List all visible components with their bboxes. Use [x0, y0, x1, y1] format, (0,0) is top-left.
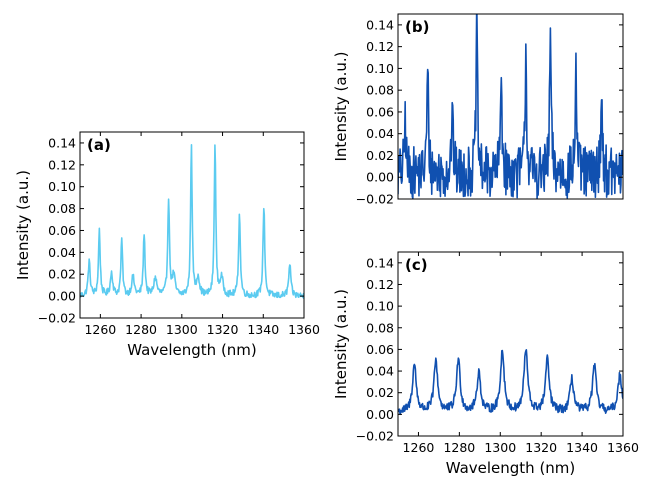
x-tick-label: 1280 — [125, 322, 157, 337]
y-tick-label: 0.02 — [366, 148, 394, 163]
y-tick-label: 0.00 — [366, 407, 394, 422]
y-tick-label: 0.04 — [366, 126, 394, 141]
x-tick-label: 1280 — [443, 440, 475, 455]
y-tick-label: 0.12 — [366, 277, 394, 292]
y-tick-label: 0.06 — [366, 104, 394, 119]
x-tick-label: 1260 — [84, 322, 116, 337]
y-tick-label: 0.06 — [366, 342, 394, 357]
y-tick-label: 0.02 — [366, 385, 394, 400]
y-tick-label: 0.02 — [48, 267, 76, 282]
y-tick-label: 0.04 — [48, 245, 76, 260]
x-tick-label: 1320 — [207, 322, 239, 337]
y-axis-label: Intensity (a.u.) — [14, 170, 32, 280]
axes-frame-c — [397, 251, 624, 437]
y-tick-label: 0.12 — [48, 157, 76, 172]
y-tick-label: 0.12 — [366, 39, 394, 54]
y-tick-label: −0.02 — [38, 311, 76, 326]
y-tick-label: 0.04 — [366, 364, 394, 379]
y-tick-label: −0.02 — [356, 429, 394, 444]
spectrum-line-a — [80, 144, 304, 299]
y-axis-label: Intensity (a.u.) — [332, 289, 350, 399]
y-tick-label: −0.02 — [356, 192, 394, 207]
x-tick-label: 1360 — [607, 440, 639, 455]
x-tick-label: 1260 — [403, 440, 435, 455]
x-tick-label: 1320 — [525, 440, 557, 455]
panel-c: −0.02 0.00 0.02 0.04 0.06 0.08 0.10 0.12 0.14 126… — [332, 251, 639, 477]
y-tick-label: 0.14 — [366, 255, 394, 270]
y-axis-label: Intensity (a.u.) — [332, 52, 350, 162]
x-tick-label: 1340 — [247, 322, 279, 337]
y-tick-label: 0.10 — [366, 299, 394, 314]
y-tick-label: 0.14 — [48, 135, 76, 150]
panel-label: (a) — [87, 136, 111, 154]
y-tick-label: 0.00 — [366, 170, 394, 185]
axes-frame-b — [397, 13, 624, 200]
spectrum-line-c — [398, 349, 623, 416]
y-tick-label: 0.06 — [48, 223, 76, 238]
x-tick-label: 1340 — [566, 440, 598, 455]
y-tick-label: 0.10 — [48, 179, 76, 194]
x-axis-label: Wavelength (nm) — [446, 459, 576, 477]
panel-a: −0.02 0.00 0.02 0.04 0.06 0.08 0.10 0.12 0.14 126… — [14, 131, 320, 359]
x-tick-label: 1360 — [288, 322, 320, 337]
x-tick-label: 1300 — [484, 440, 516, 455]
axes-frame-a — [79, 131, 305, 319]
y-tick-label: 0.10 — [366, 61, 394, 76]
y-tick-label: 0.08 — [48, 201, 76, 216]
spectrum-line-b — [398, 14, 623, 199]
panel-label: (b) — [405, 18, 429, 36]
panel-b: −0.02 0.00 0.02 0.04 0.06 0.08 0.10 0.12 0.14 (b)… — [332, 13, 624, 207]
y-tick-label: 0.08 — [366, 320, 394, 335]
panel-label: (c) — [405, 256, 428, 274]
x-tick-label: 1300 — [166, 322, 198, 337]
y-tick-label: 0.08 — [366, 83, 394, 98]
x-axis-label: Wavelength (nm) — [127, 341, 257, 359]
y-tick-label: 0.00 — [48, 289, 76, 304]
y-tick-label: 0.14 — [366, 17, 394, 32]
